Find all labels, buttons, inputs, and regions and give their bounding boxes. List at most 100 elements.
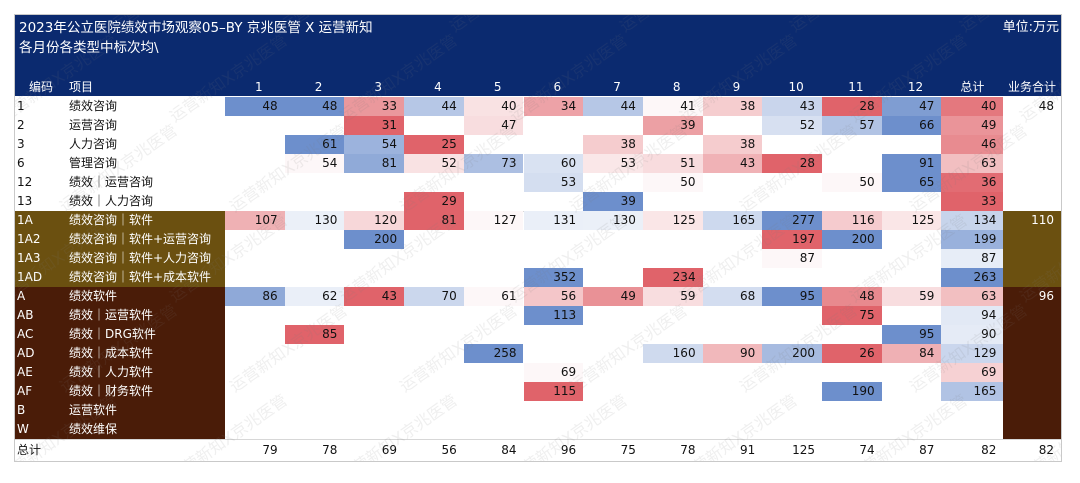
value-cell-month-9 <box>703 382 763 401</box>
value-cell-month-7 <box>583 382 643 401</box>
row-item: 绩效｜运营软件 <box>69 308 154 322</box>
table-row: AB 绩效｜运营软件 113 75 94 <box>15 306 1061 325</box>
value-cell-month-9 <box>703 306 763 325</box>
value-cell-month-6: 115 <box>523 382 584 401</box>
value-cell-total: 63 <box>941 154 1004 173</box>
value-cell-month-1 <box>225 268 285 287</box>
row-code: 2 <box>17 118 25 132</box>
header-code: 编码 <box>29 80 54 94</box>
row-item: 管理咨询 <box>69 156 118 170</box>
value-cell-month-12: 59 <box>881 287 942 306</box>
value-cell-business-total: 110 <box>1031 213 1054 227</box>
table-row: 1A3 绩效咨询｜软件+人力咨询 87 87 <box>15 249 1061 268</box>
value-cell-month-1 <box>225 230 285 249</box>
value-cell-business-total <box>1003 401 1061 420</box>
value-cell-month-9: 43 <box>702 154 763 173</box>
row-item: 人力咨询 <box>69 137 118 151</box>
value-cell-month-8 <box>643 306 703 325</box>
value-cell-month-9 <box>703 401 763 420</box>
value-cell-month-2: 130 <box>284 211 345 230</box>
value-cell-month-1 <box>225 154 285 173</box>
value-cell-month-9: 68 <box>702 287 763 306</box>
value-cell-total: 40 <box>941 97 1004 116</box>
value-cell-month-4 <box>404 173 464 192</box>
value-cell-month-12 <box>882 306 942 325</box>
row-code: 12 <box>17 175 33 189</box>
value-cell-month-1 <box>225 420 285 439</box>
header-month-2: 2 <box>314 80 323 94</box>
value-cell-month-7 <box>583 268 643 287</box>
value-cell-month-5: 258 <box>463 344 524 363</box>
group-band-consult <box>15 97 225 211</box>
row-item: 绩效｜成本软件 <box>69 346 154 360</box>
row-item: 绩效｜人力咨询 <box>69 194 154 208</box>
row-code: AD <box>17 346 35 360</box>
value-cell-month-5 <box>464 363 524 382</box>
value-cell-month-12 <box>882 230 942 249</box>
row-item: 运营咨询 <box>69 118 118 132</box>
value-cell-total: 263 <box>941 268 1004 287</box>
value-cell-month-9 <box>703 116 763 135</box>
value-cell-month-2: 62 <box>284 287 345 306</box>
header-month-7: 7 <box>613 80 621 94</box>
row-code: AB <box>17 308 34 322</box>
value-cell-month-2: 61 <box>284 135 345 154</box>
row-code: 3 <box>17 137 25 151</box>
value-cell-month-6: 96 <box>560 443 577 457</box>
value-cell-month-6: 352 <box>523 268 584 287</box>
value-cell-month-1 <box>225 173 285 192</box>
value-cell-month-4: 29 <box>404 192 464 211</box>
row-code: 1AD <box>17 270 43 284</box>
value-cell-month-10: 87 <box>762 249 822 268</box>
value-cell-month-1 <box>225 382 285 401</box>
value-cell-month-11 <box>822 192 882 211</box>
value-cell-month-12 <box>882 401 942 420</box>
value-cell-month-1 <box>225 401 285 420</box>
value-cell-month-3 <box>344 173 404 192</box>
value-cell-month-1 <box>225 249 285 268</box>
group-band-soft <box>15 287 225 439</box>
table-subtitle: 各月份各类型中标次均\ <box>19 40 159 56</box>
row-item: 绩效｜人力软件 <box>69 365 154 379</box>
value-cell-month-9: 91 <box>740 443 756 457</box>
value-cell-month-5: 40 <box>463 97 524 116</box>
value-cell-month-5 <box>464 230 524 249</box>
value-cell-month-8 <box>643 192 703 211</box>
table-row: B 运营软件 <box>15 401 1061 420</box>
value-cell-month-11 <box>822 363 882 382</box>
value-cell-month-2 <box>285 382 345 401</box>
value-cell-month-1 <box>225 363 285 382</box>
value-cell-month-4: 44 <box>404 97 464 116</box>
value-cell-month-5 <box>464 325 524 344</box>
row-code: 总计 <box>17 443 42 457</box>
value-cell-business-total <box>1003 306 1061 325</box>
value-cell-month-3: 43 <box>344 287 405 306</box>
value-cell-month-11 <box>822 325 882 344</box>
value-cell-month-8: 50 <box>642 173 703 192</box>
value-cell-total: 134 <box>941 211 1004 230</box>
value-cell-business-total <box>1003 420 1061 439</box>
group-band-mix <box>15 211 225 287</box>
row-item: 绩效｜运营咨询 <box>69 175 154 189</box>
value-cell-month-4: 25 <box>404 135 464 154</box>
value-cell-month-7 <box>583 344 643 363</box>
value-cell-month-10 <box>762 268 822 287</box>
table-title: 2023年公立医院绩效市场观察05–BY 京兆医管 X 运营新知 <box>19 20 373 36</box>
row-code: 1A <box>17 213 33 227</box>
value-cell-month-4 <box>404 382 464 401</box>
value-cell-business-total <box>1003 249 1061 268</box>
value-cell-month-2 <box>285 344 345 363</box>
row-item: 绩效咨询｜软件+成本软件 <box>69 270 212 284</box>
value-cell-total: 94 <box>941 306 1004 325</box>
row-item: 绩效｜DRG软件 <box>69 327 156 341</box>
value-cell-month-12: 95 <box>881 325 942 344</box>
row-item: 运营软件 <box>69 403 118 417</box>
row-item: 绩效软件 <box>69 289 118 303</box>
value-cell-month-9: 165 <box>702 211 763 230</box>
value-cell-month-5 <box>464 268 524 287</box>
header-month-1: 1 <box>255 80 263 94</box>
value-cell-month-8: 125 <box>642 211 703 230</box>
value-cell-month-8 <box>643 249 703 268</box>
value-cell-month-8: 39 <box>642 116 703 135</box>
value-cell-month-9 <box>703 230 763 249</box>
